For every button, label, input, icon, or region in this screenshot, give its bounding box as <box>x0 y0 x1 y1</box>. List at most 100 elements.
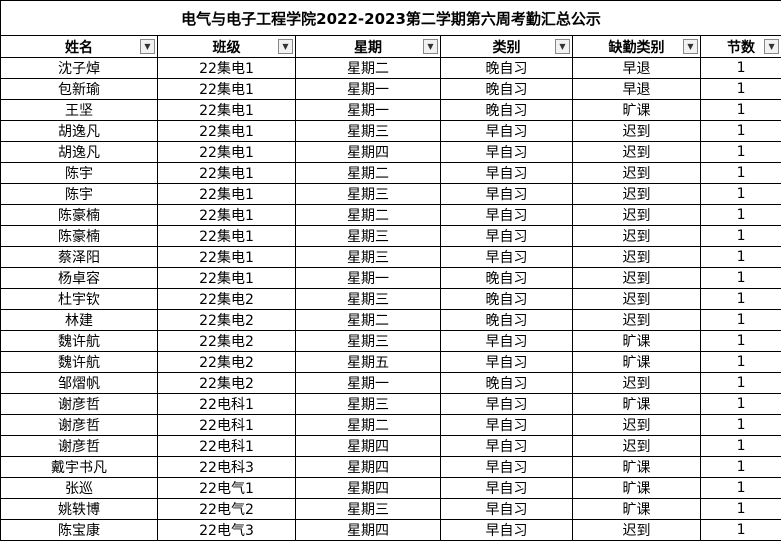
cell: 谢彦哲 <box>1 415 158 436</box>
column-header: 星期▼ <box>296 36 441 58</box>
cell: 早自习 <box>441 457 573 478</box>
cell: 早自习 <box>441 184 573 205</box>
cell: 迟到 <box>573 121 701 142</box>
cell: 迟到 <box>573 436 701 457</box>
cell: 陈宝康 <box>1 520 158 541</box>
cell: 早自习 <box>441 394 573 415</box>
cell: 旷课 <box>573 478 701 499</box>
cell: 星期三 <box>296 247 441 268</box>
cell: 1 <box>701 205 781 226</box>
cell: 1 <box>701 163 781 184</box>
cell: 晚自习 <box>441 310 573 331</box>
cell: 早自习 <box>441 121 573 142</box>
cell: 星期四 <box>296 520 441 541</box>
header-text: 姓名 <box>65 40 93 56</box>
column-header: 姓名 ▼ <box>1 36 158 58</box>
filter-button[interactable]: ▼ <box>764 39 779 54</box>
cell: 星期三 <box>296 394 441 415</box>
cell: 22集电2 <box>158 352 296 373</box>
cell: 迟到 <box>573 415 701 436</box>
cell: 旷课 <box>573 457 701 478</box>
filter-button[interactable]: ▼ <box>278 39 293 54</box>
cell: 22电科3 <box>158 457 296 478</box>
cell: 星期二 <box>296 415 441 436</box>
cell: 1 <box>701 268 781 289</box>
cell: 22集电1 <box>158 163 296 184</box>
cell: 旷课 <box>573 331 701 352</box>
column-header: 节数 ▼ <box>701 36 781 58</box>
cell: 22集电1 <box>158 142 296 163</box>
cell: 晚自习 <box>441 58 573 79</box>
cell: 林建 <box>1 310 158 331</box>
cell: 22集电2 <box>158 289 296 310</box>
cell: 22集电1 <box>158 121 296 142</box>
cell: 1 <box>701 184 781 205</box>
cell: 沈子焯 <box>1 58 158 79</box>
cell: 星期二 <box>296 205 441 226</box>
cell: 星期四 <box>296 457 441 478</box>
cell: 1 <box>701 478 781 499</box>
cell: 早自习 <box>441 226 573 247</box>
cell: 1 <box>701 142 781 163</box>
filter-button[interactable]: ▼ <box>140 39 155 54</box>
filter-button[interactable]: ▼ <box>555 39 570 54</box>
cell: 谢彦哲 <box>1 436 158 457</box>
cell: 星期一 <box>296 268 441 289</box>
cell: 星期三 <box>296 289 441 310</box>
cell: 张巡 <box>1 478 158 499</box>
filter-button[interactable]: ▼ <box>683 39 698 54</box>
cell: 星期四 <box>296 436 441 457</box>
cell: 星期三 <box>296 499 441 520</box>
cell: 陈豪楠 <box>1 205 158 226</box>
cell: 早自习 <box>441 331 573 352</box>
cell: 晚自习 <box>441 79 573 100</box>
column-header: 类别▼ <box>441 36 573 58</box>
cell: 晚自习 <box>441 100 573 121</box>
cell: 姚轶博 <box>1 499 158 520</box>
cell: 迟到 <box>573 205 701 226</box>
cell: 早自习 <box>441 499 573 520</box>
cell: 22集电2 <box>158 310 296 331</box>
page: 电气与电子工程学院2022-2023第二学期第六周考勤汇总公示 姓名▼班级▼星期… <box>0 0 781 508</box>
cell: 迟到 <box>573 268 701 289</box>
cell: 22电科1 <box>158 415 296 436</box>
cell: 1 <box>701 331 781 352</box>
cell: 早自习 <box>441 352 573 373</box>
cell: 迟到 <box>573 289 701 310</box>
cell: 旷课 <box>573 100 701 121</box>
cell: 早自习 <box>441 205 573 226</box>
cell: 胡逸凡 <box>1 121 158 142</box>
cell: 早退 <box>573 79 701 100</box>
header-text: 节数 <box>727 40 755 56</box>
cell: 星期一 <box>296 100 441 121</box>
cell: 22电气3 <box>158 520 296 541</box>
cell: 晚自习 <box>441 373 573 394</box>
cell: 1 <box>701 79 781 100</box>
cell: 1 <box>701 520 781 541</box>
cell: 星期三 <box>296 184 441 205</box>
cell: 迟到 <box>573 520 701 541</box>
header-row: 姓名▼班级▼星期▼类别▼缺勤类别▼节数▼ <box>1 36 781 58</box>
cell: 1 <box>701 100 781 121</box>
filter-button[interactable]: ▼ <box>423 39 438 54</box>
cell: 星期四 <box>296 478 441 499</box>
cell: 1 <box>701 58 781 79</box>
cell: 1 <box>701 394 781 415</box>
cell: 22集电1 <box>158 79 296 100</box>
cell: 早自习 <box>441 142 573 163</box>
cell: 包新瑜 <box>1 79 158 100</box>
cell: 1 <box>701 247 781 268</box>
cell: 22集电2 <box>158 373 296 394</box>
cell: 旷课 <box>573 352 701 373</box>
cell: 星期三 <box>296 331 441 352</box>
